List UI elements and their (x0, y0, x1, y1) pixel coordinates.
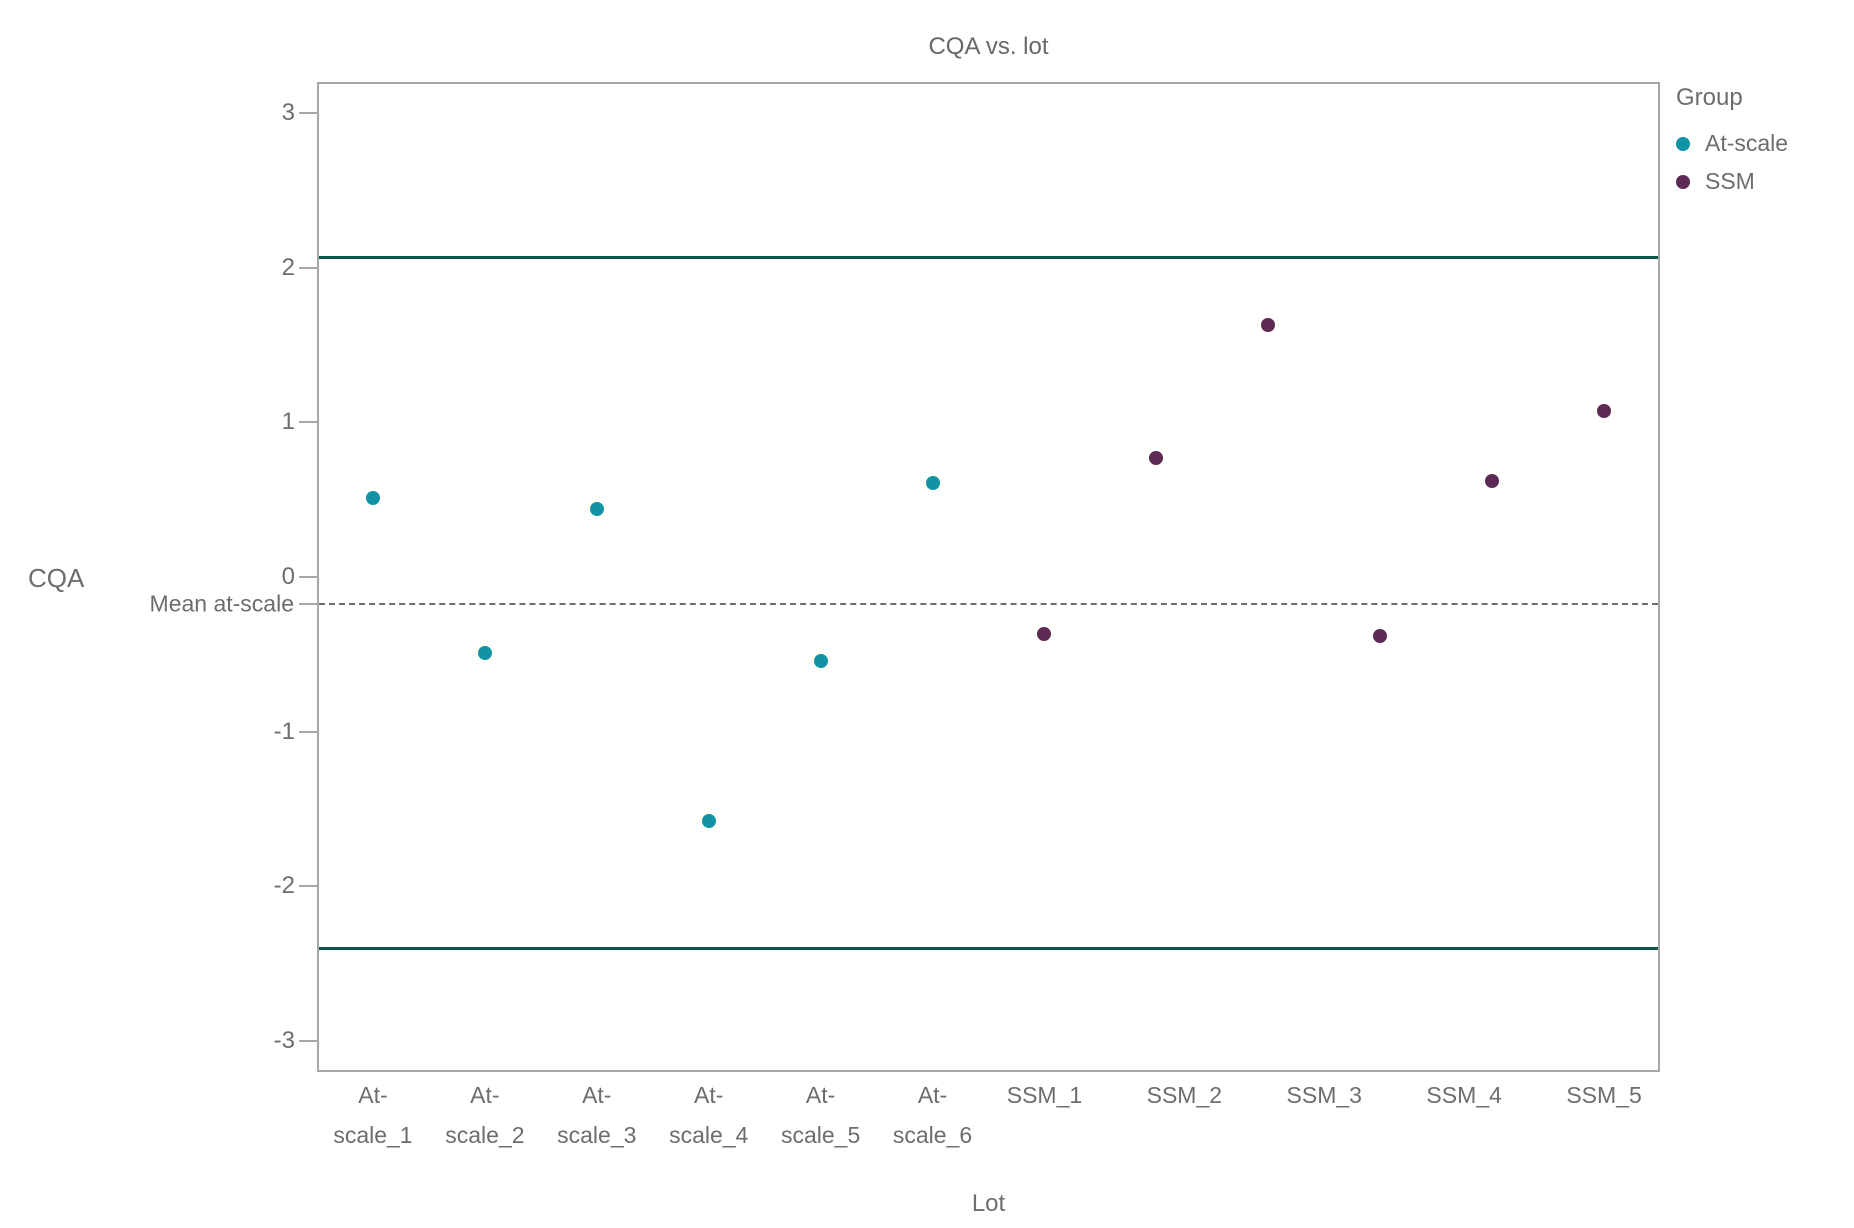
legend: Group At-scale SSM (1676, 84, 1788, 206)
x-tick-label: SSM_5 (1566, 1082, 1642, 1108)
y-tick-mark (299, 1040, 317, 1043)
data-point-at-scale[interactable] (365, 491, 380, 506)
x-tick-label: At-scale_5 (780, 1082, 861, 1148)
data-point-at-scale[interactable] (813, 653, 828, 668)
legend-item-at-scale[interactable]: At-scale (1676, 130, 1788, 157)
y-tick-mark (299, 266, 317, 269)
x-tick-label: At-scale_6 (892, 1082, 973, 1148)
y-tick-label: -2 (273, 872, 295, 900)
data-point-ssm[interactable] (1373, 628, 1388, 643)
data-point-at-scale[interactable] (925, 475, 940, 490)
mean-line-label: Mean at-scale (149, 590, 294, 617)
at-scale-swatch-icon (1676, 136, 1690, 151)
legend-item-ssm[interactable]: SSM (1676, 168, 1788, 195)
data-point-ssm[interactable] (1261, 317, 1276, 332)
data-point-at-scale[interactable] (477, 645, 492, 660)
y-tick-mark (299, 885, 317, 888)
y-tick-label: 1 (281, 408, 295, 436)
limit-reference-line (319, 255, 1658, 259)
y-tick-label: -1 (273, 717, 295, 745)
y-tick-label: 3 (281, 98, 295, 126)
data-point-ssm[interactable] (1485, 474, 1500, 489)
y-tick-label: 0 (281, 563, 295, 590)
x-tick-label: SSM_1 (1006, 1082, 1083, 1108)
x-tick-label: At-scale_3 (557, 1082, 637, 1148)
legend-title: Group (1676, 84, 1743, 111)
y-tick-label: -3 (273, 1027, 295, 1055)
y-tick-mark (299, 730, 317, 733)
x-axis-title: Lot (971, 1190, 1006, 1217)
y-axis-title: CQA (28, 563, 85, 593)
x-tick-label: SSM_2 (1146, 1082, 1223, 1108)
legend-item-at-scale-label: At-scale (1705, 130, 1789, 156)
x-tick-label: At-scale_1 (333, 1082, 413, 1148)
y-tick-mark (299, 421, 317, 424)
x-tick-label: SSM_3 (1286, 1082, 1362, 1108)
data-point-ssm[interactable] (1597, 404, 1612, 419)
legend-item-ssm-label: SSM (1705, 168, 1755, 194)
chart-title: CQA vs. lot (928, 33, 1049, 60)
plot-area (317, 82, 1660, 1072)
data-point-at-scale[interactable] (589, 501, 604, 516)
y-tick-label: 2 (281, 253, 295, 281)
limit-reference-line (319, 947, 1658, 951)
x-tick-label: SSM_4 (1426, 1082, 1502, 1108)
ssm-swatch-icon (1676, 174, 1690, 189)
x-tick-label: At-scale_4 (669, 1082, 749, 1148)
data-point-ssm[interactable] (1037, 627, 1052, 642)
y-tick-mark (299, 576, 317, 578)
x-tick-label: At-scale_2 (445, 1082, 525, 1148)
mean-reference-line (319, 603, 1658, 606)
data-point-at-scale[interactable] (701, 814, 716, 829)
data-point-ssm[interactable] (1149, 450, 1164, 465)
y-tick-mark (299, 603, 317, 606)
y-tick-mark (299, 111, 317, 114)
